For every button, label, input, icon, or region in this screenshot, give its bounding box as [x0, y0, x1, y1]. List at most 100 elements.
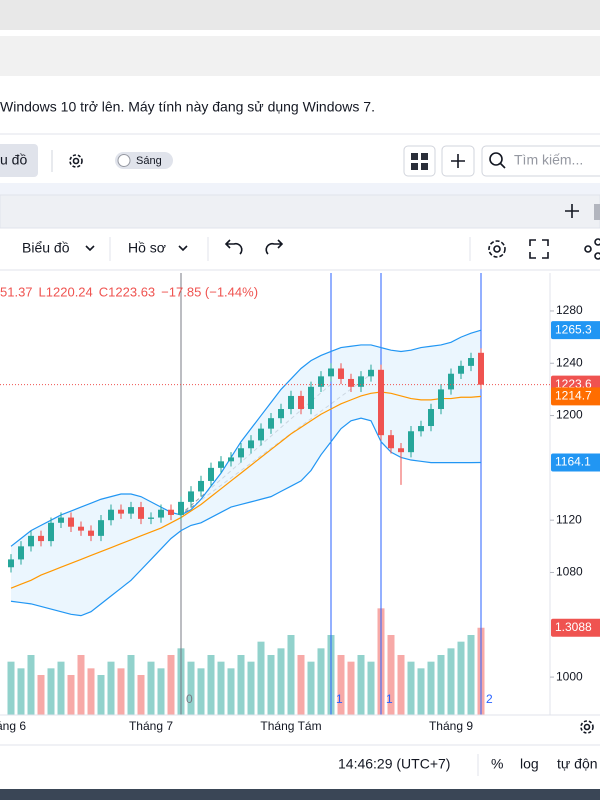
volume-label-box: [551, 618, 600, 637]
candle-body: [348, 378, 354, 387]
volume-bar: [147, 661, 155, 715]
auto-toggle[interactable]: tự độn: [557, 756, 598, 772]
candle-body: [298, 395, 304, 410]
menu-chart[interactable]: Biểu đồ: [22, 240, 70, 256]
volume-bar: [227, 668, 235, 715]
band-line: [10, 391, 482, 589]
search-icon: [489, 152, 506, 169]
x-tick-label: Tháng 9: [429, 719, 473, 733]
candle-body: [98, 520, 104, 536]
chart-settings[interactable]: [488, 240, 506, 258]
candle-body: [108, 509, 114, 521]
volume-bar: [267, 655, 275, 715]
y-tick-label: 1120: [556, 512, 582, 526]
toggle-knob[interactable]: [117, 154, 131, 167]
y-tick-label: 1240: [556, 355, 583, 369]
y-tick-label: 1000: [556, 669, 583, 683]
candle-body: [38, 535, 44, 542]
candle-body: [458, 365, 464, 374]
volume-bar: [307, 661, 315, 715]
volume-bar: [437, 655, 445, 715]
candle-body: [418, 426, 424, 432]
candle-body: [138, 507, 144, 519]
band-fill: [11, 330, 481, 616]
candle-body: [468, 358, 474, 366]
share[interactable]: [584, 238, 600, 260]
event-label: 1: [386, 692, 393, 706]
candle-body: [388, 435, 394, 449]
price-label: 1164.1: [555, 455, 591, 469]
volume-bar: [357, 655, 365, 715]
notice: Windows 10 trở lên. Máy tính này đang sử…: [0, 99, 375, 115]
candle-body: [248, 440, 254, 449]
add-button[interactable]: [441, 145, 475, 177]
menu-profile[interactable]: Hồ sơ: [128, 240, 166, 256]
candle-body: [148, 517, 154, 519]
volume-bar: [287, 635, 295, 715]
event-label: 1: [336, 692, 343, 706]
ohlc-legend: C1223.63: [99, 284, 155, 299]
percent-toggle[interactable]: %: [491, 756, 503, 772]
candle-body: [278, 409, 284, 419]
fullscreen[interactable]: [529, 239, 549, 259]
chart-button-label[interactable]: u đồ: [0, 152, 27, 168]
volume-bar: [457, 641, 465, 715]
volume-bar: [7, 661, 15, 715]
search-placeholder[interactable]: Tìm kiếm...: [514, 152, 583, 168]
candle-body: [378, 369, 384, 436]
candle-body: [128, 507, 134, 514]
gap: [0, 183, 600, 195]
dropdown-arrow: [178, 245, 188, 252]
panel-scroll: [594, 204, 600, 220]
candle-body: [198, 480, 204, 492]
volume-bar: [87, 668, 95, 715]
volume-bar: [257, 641, 265, 715]
dropdown-arrow: [85, 245, 95, 252]
candle-body: [398, 448, 404, 453]
volume-bar: [467, 635, 475, 715]
candle-body: [88, 530, 94, 536]
volume-bar: [67, 675, 75, 715]
band-line: [10, 329, 482, 547]
volume-bar: [447, 648, 455, 715]
candle-body: [338, 368, 344, 379]
chart-button[interactable]: [0, 144, 38, 177]
volume-bar: [217, 661, 225, 715]
x-tick-label: Tháng 7: [129, 719, 173, 733]
volume-bar: [77, 655, 85, 715]
theme-toggle[interactable]: [115, 152, 173, 169]
volume-bar: [117, 668, 125, 715]
candle-body: [178, 501, 184, 515]
volume-bar: [417, 668, 425, 715]
volume-bar: [47, 668, 55, 715]
band-line: [10, 417, 482, 617]
search-box[interactable]: [481, 145, 600, 177]
settings-icon[interactable]: [69, 154, 83, 168]
candle-body: [18, 546, 24, 560]
undo[interactable]: [224, 239, 243, 255]
layout-button[interactable]: [403, 145, 436, 177]
volume-bar: [97, 675, 105, 715]
candle-body: [218, 461, 224, 468]
ohlc-legend: 51.37: [0, 284, 33, 299]
theme-label[interactable]: Sáng: [136, 155, 162, 167]
panel-add[interactable]: [565, 204, 579, 218]
volume-bar: [57, 661, 65, 715]
taskbar: [0, 789, 600, 800]
candle-body: [408, 431, 414, 453]
redo[interactable]: [265, 239, 284, 255]
axis-settings[interactable]: [580, 720, 594, 734]
candle-body: [188, 491, 194, 502]
log-toggle[interactable]: log: [520, 756, 539, 772]
volume-bar: [317, 648, 325, 715]
event-label: 0: [186, 692, 193, 706]
candle-body: [48, 522, 54, 542]
panel-header: [0, 194, 600, 229]
candle-body: [478, 352, 484, 385]
x-tick-label: áng 6: [0, 719, 26, 733]
volume-bar: [237, 655, 245, 715]
volume-bar: [297, 655, 305, 715]
y-tick-label: 1200: [556, 408, 583, 422]
